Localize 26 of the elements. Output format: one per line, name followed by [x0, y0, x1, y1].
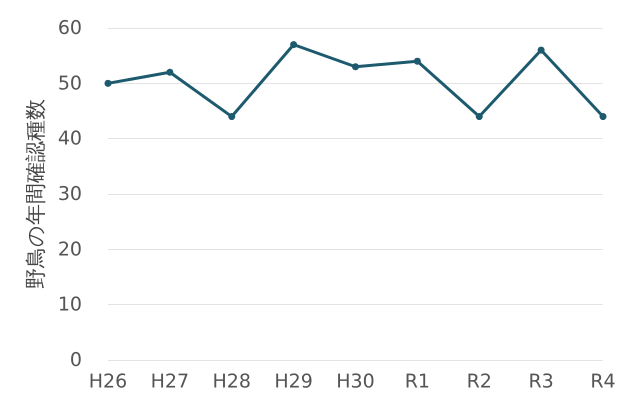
x-tick-label: H30	[336, 370, 375, 392]
y-tick-label: 50	[58, 72, 82, 94]
point	[228, 113, 236, 120]
x-tick-label: R3	[528, 370, 554, 392]
y-tick-label: 30	[58, 183, 82, 205]
point	[104, 80, 112, 87]
y-tick-label: 10	[58, 294, 82, 316]
y-axis-title: 野鳥の年間確認種数	[24, 99, 48, 289]
x-tick-label: R1	[404, 370, 430, 392]
y-tick-label: 60	[58, 17, 82, 39]
x-tick-label: H29	[274, 370, 313, 392]
y-tick-label: 20	[58, 238, 82, 260]
point	[476, 113, 483, 120]
x-tick-label: H26	[88, 370, 128, 392]
point	[290, 41, 298, 48]
point	[414, 58, 421, 65]
x-tick-label: H28	[212, 370, 251, 392]
y-tick-label: 40	[58, 128, 82, 150]
x-tick-label: H27	[150, 370, 190, 392]
point	[166, 68, 174, 76]
point	[538, 46, 545, 54]
x-tick-label: R4	[590, 370, 616, 392]
point	[352, 63, 359, 70]
x-tick-label: R2	[466, 370, 492, 392]
y-tick-label: 0	[70, 349, 82, 371]
point	[600, 113, 606, 120]
